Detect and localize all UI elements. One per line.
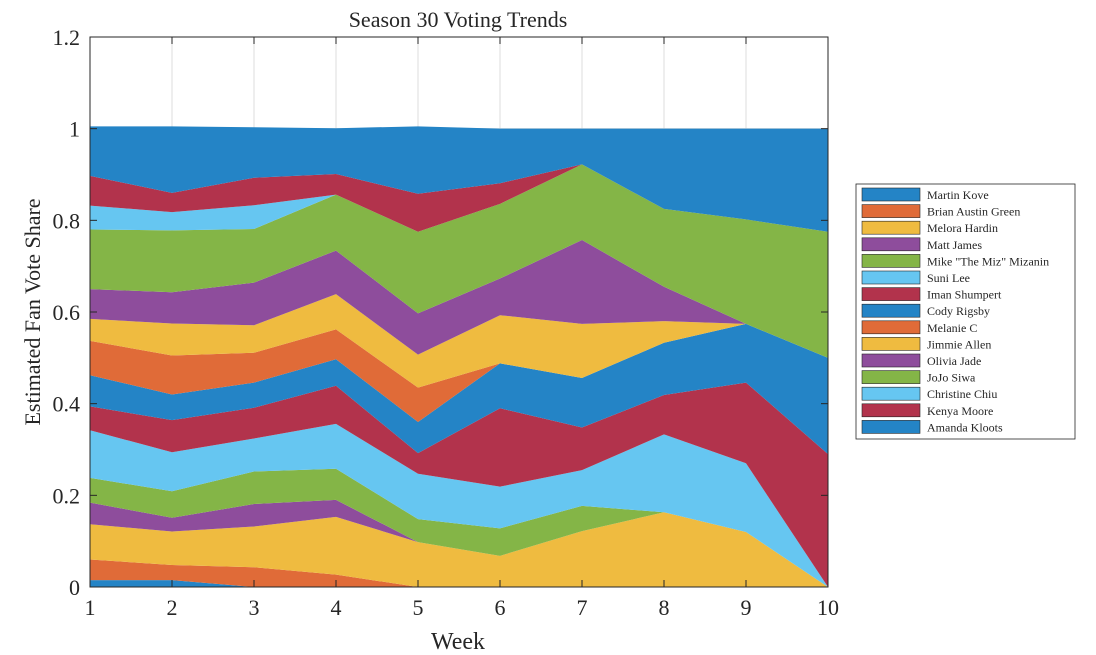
x-tick-label: 3 bbox=[249, 595, 260, 620]
legend-item: Suni Lee bbox=[861, 270, 970, 285]
area-band-jojo-siwa bbox=[90, 164, 828, 358]
legend-label: Cody Rigsby bbox=[927, 304, 990, 318]
legend-label: Olivia Jade bbox=[927, 354, 981, 368]
area-band-jimmie-allen bbox=[90, 294, 828, 388]
legend-swatch bbox=[861, 337, 921, 351]
legend-label: Brian Austin Green bbox=[927, 205, 1020, 219]
legend-item: Martin Kove bbox=[861, 187, 989, 202]
x-tick-label: 8 bbox=[659, 595, 670, 620]
legend-item: Jimmie Allen bbox=[861, 337, 991, 351]
legend-item: Melora Hardin bbox=[861, 220, 998, 235]
legend-label: Mike "The Miz" Mizanin bbox=[927, 254, 1049, 268]
legend-item: Cody Rigsby bbox=[861, 303, 990, 318]
legend-item: Mike "The Miz" Mizanin bbox=[861, 254, 1049, 268]
x-tick-label: 10 bbox=[817, 595, 839, 620]
area-band-olivia-jade bbox=[90, 499, 828, 587]
y-tick-label: 1 bbox=[69, 117, 80, 142]
legend-item: Brian Austin Green bbox=[861, 204, 1020, 219]
legend-item: Melanie C bbox=[861, 320, 977, 335]
legend-label: Jimmie Allen bbox=[927, 337, 991, 351]
x-axis-label: Week bbox=[431, 629, 485, 655]
x-tick-label: 4 bbox=[331, 595, 342, 620]
legend-swatch bbox=[861, 204, 921, 218]
legend-item: JoJo Siwa bbox=[861, 370, 976, 385]
y-tick-label: 0.6 bbox=[53, 300, 81, 325]
x-tick-label: 5 bbox=[413, 595, 424, 620]
legend-label: Melora Hardin bbox=[927, 221, 998, 235]
y-tick-label: 1.2 bbox=[53, 25, 81, 50]
legend-label: Iman Shumpert bbox=[927, 288, 1002, 302]
area-band-jojo-siwa bbox=[90, 468, 828, 587]
x-tick-label: 6 bbox=[495, 595, 506, 620]
x-tick-label: 2 bbox=[167, 595, 178, 620]
legend-swatch bbox=[861, 187, 921, 202]
area-band-christine-chiu bbox=[90, 423, 828, 587]
y-tick-label: 0.4 bbox=[53, 392, 81, 417]
area-band-christine-chiu bbox=[90, 164, 828, 232]
area-band-amanda-kloots bbox=[90, 580, 828, 587]
legend-item: Amanda Kloots bbox=[861, 420, 1003, 434]
legend-swatch bbox=[861, 320, 921, 335]
legend-item: Christine Chiu bbox=[861, 386, 997, 401]
legend-label: Matt James bbox=[927, 238, 982, 252]
area-band-olivia-jade bbox=[90, 240, 828, 358]
area-band-amanda-kloots bbox=[90, 323, 828, 455]
axis-ticks: 1 2 3 4 5 6 7 8 9 10 0 0.2 0.4 0.6 0.8 1 1.2 bbox=[53, 25, 840, 620]
x-tick-label: 9 bbox=[741, 595, 752, 620]
legend-item: Matt James bbox=[861, 237, 982, 252]
area-band-amanda-kloots bbox=[90, 126, 828, 232]
chart-title: Season 30 Voting Trends bbox=[349, 7, 568, 32]
y-tick-label: 0.8 bbox=[53, 208, 81, 233]
legend-label: Melanie C bbox=[927, 321, 977, 335]
legend-swatch bbox=[861, 237, 921, 252]
area-band-melanie-c bbox=[90, 323, 828, 422]
legend-item: Kenya Moore bbox=[861, 403, 993, 418]
legend-swatch bbox=[861, 303, 921, 318]
legend-label: Amanda Kloots bbox=[927, 420, 1003, 434]
x-tick-label: 7 bbox=[577, 595, 588, 620]
area-band-kenya-moore bbox=[90, 164, 828, 232]
y-axis-label: Estimated Fan Vote Share bbox=[20, 198, 45, 425]
legend-swatch bbox=[861, 386, 921, 401]
y-tick-label: 0.2 bbox=[53, 483, 81, 508]
legend-swatch bbox=[861, 254, 921, 268]
legend-item: Iman Shumpert bbox=[861, 287, 1002, 302]
legend: Martin Kove Brian Austin Green Melora Hard… bbox=[855, 183, 1076, 440]
area-band-kenya-moore bbox=[90, 382, 828, 587]
y-tick-label: 0 bbox=[69, 575, 80, 600]
legend-swatch bbox=[861, 370, 921, 384]
legend-label: Christine Chiu bbox=[927, 387, 997, 401]
x-tick-label: 1 bbox=[85, 595, 96, 620]
area-band-jimmie-allen bbox=[90, 512, 828, 587]
legend-label: Suni Lee bbox=[927, 271, 970, 285]
legend-label: Kenya Moore bbox=[927, 404, 993, 418]
legend-label: Martin Kove bbox=[927, 188, 989, 202]
legend-swatch bbox=[861, 287, 921, 301]
legend-label: JoJo Siwa bbox=[927, 371, 976, 385]
area-band-melanie-c bbox=[90, 559, 828, 587]
legend-swatch bbox=[861, 420, 921, 434]
legend-swatch bbox=[861, 353, 921, 368]
legend-swatch bbox=[861, 270, 921, 285]
legend-swatch bbox=[861, 403, 921, 418]
area-bands bbox=[90, 126, 828, 587]
legend-swatch bbox=[861, 220, 921, 235]
legend-item: Olivia Jade bbox=[861, 353, 981, 368]
